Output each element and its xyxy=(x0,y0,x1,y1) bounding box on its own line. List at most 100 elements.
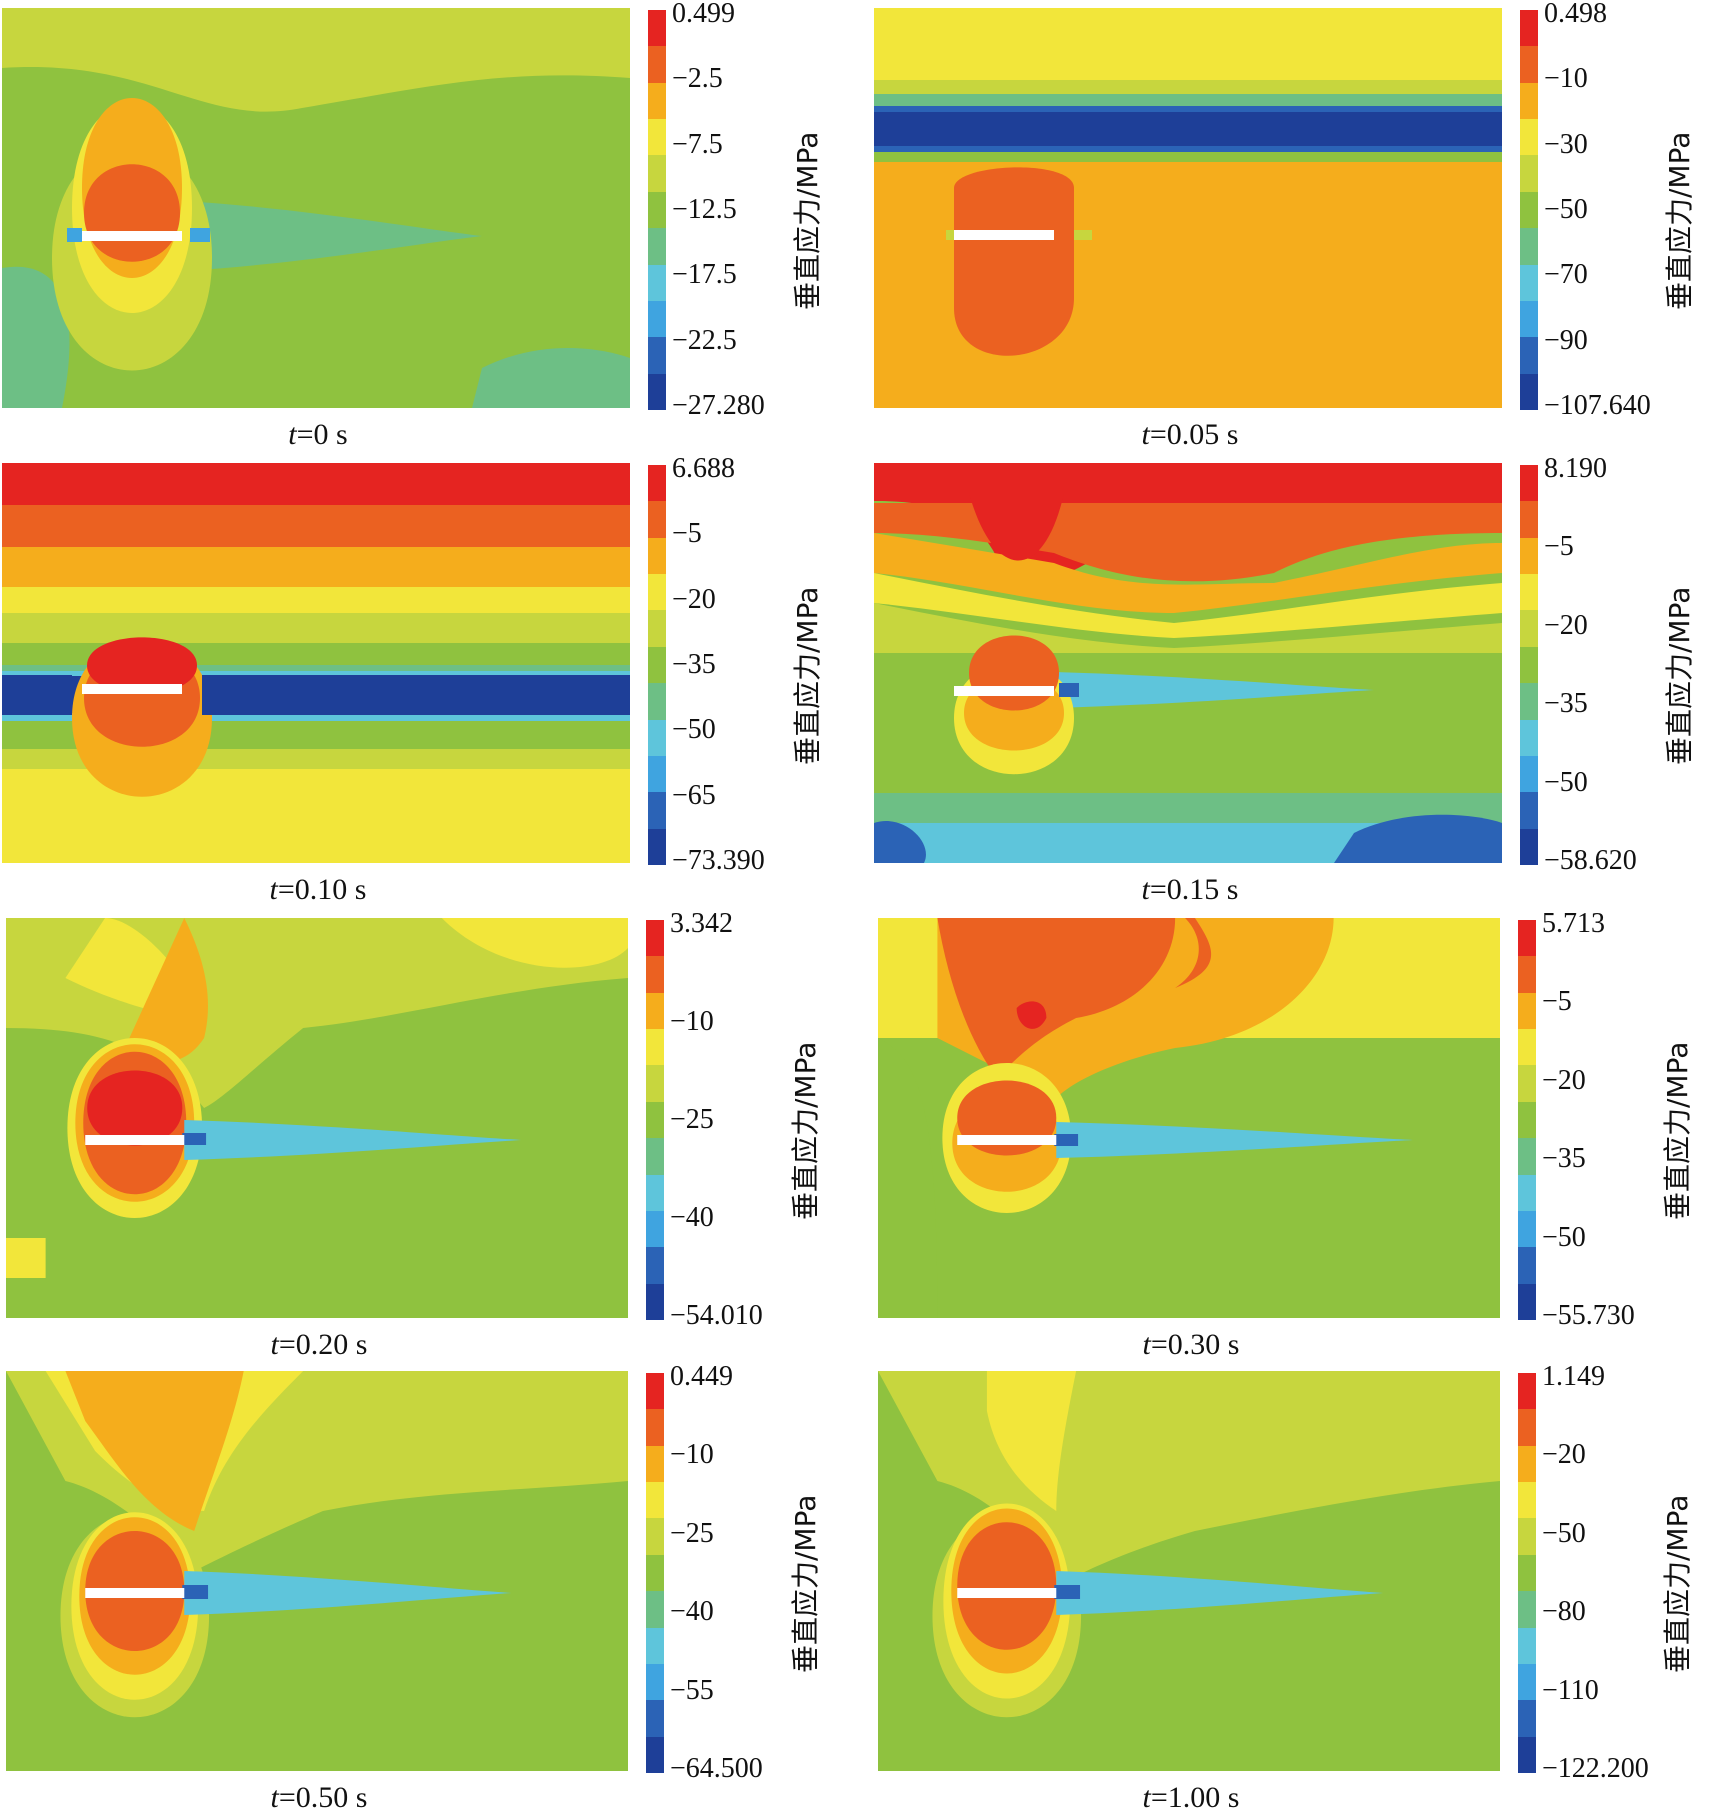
colorbar-segment xyxy=(1520,228,1538,266)
colorbar-tick-label: −30 xyxy=(1544,128,1588,160)
colorbar-tick-label: −5 xyxy=(1544,531,1574,563)
colorbar-segment xyxy=(648,46,666,84)
time-variable: t xyxy=(288,418,297,451)
colorbar-segment xyxy=(1520,719,1538,757)
colorbar-segment xyxy=(648,683,666,721)
colorbar-tick-label: −40 xyxy=(670,1202,714,1233)
colorbar-tick-label: 6.688 xyxy=(672,453,735,484)
colorbar-segment xyxy=(648,501,666,539)
colorbar-tick-label: −35 xyxy=(1542,1143,1586,1175)
colorbar xyxy=(648,10,666,411)
colorbar-segment xyxy=(1518,1445,1536,1483)
colorbar-tick-label: 1.149 xyxy=(1542,1361,1605,1392)
colorbar-tick-label: −20 xyxy=(1542,1064,1586,1096)
colorbar-tick-label: −80 xyxy=(1542,1596,1586,1628)
colorbar-segment xyxy=(1520,683,1538,721)
colorbar-tick-label: −70 xyxy=(1544,259,1588,291)
colorbar-segment xyxy=(646,1101,664,1139)
colorbar-segment xyxy=(1520,792,1538,830)
colorbar-tick-label: −2.5 xyxy=(672,63,723,95)
colorbar-segment xyxy=(1518,1138,1536,1176)
colorbar xyxy=(1520,10,1538,411)
colorbar-segment xyxy=(648,574,666,611)
colorbar-segment xyxy=(1518,1373,1536,1410)
colorbar-tick-label: −35 xyxy=(672,649,716,680)
colorbar-segment xyxy=(646,1518,664,1556)
colorbar-segment xyxy=(648,373,666,411)
stress-field-plot xyxy=(2,463,630,863)
colorbar-segment xyxy=(1518,1627,1536,1665)
colorbar-tick-label: 0.499 xyxy=(672,0,735,29)
colorbar-tick-label: −55.730 xyxy=(1542,1300,1635,1331)
colorbar-segment xyxy=(646,1065,664,1103)
colorbar-tick-label: −122.200 xyxy=(1542,1753,1649,1784)
colorbar-segment xyxy=(1518,1554,1536,1592)
colorbar-segment xyxy=(1520,191,1538,229)
colorbar-tick-label: −12.5 xyxy=(672,194,737,225)
time-value: =0 s xyxy=(296,418,348,451)
colorbar-segment xyxy=(1518,1247,1536,1285)
colorbar-tick-label: −17.5 xyxy=(672,259,737,291)
colorbar-segment xyxy=(648,792,666,830)
colorbar-segment xyxy=(1520,755,1538,793)
colorbar-tick-label: −50 xyxy=(1544,194,1588,225)
colorbar-segment xyxy=(1520,10,1538,47)
colorbar-tick-label: −5 xyxy=(1542,986,1572,1018)
colorbar-tick-label: 3.342 xyxy=(670,908,733,939)
colorbar xyxy=(646,1373,664,1774)
colorbar-segment xyxy=(1518,1482,1536,1519)
colorbar-segment xyxy=(646,1482,664,1519)
time-value: =0.05 s xyxy=(1149,418,1239,451)
colorbar-tick-label: 8.190 xyxy=(1544,453,1607,484)
colorbar-segment xyxy=(648,537,666,575)
colorbar-title: 垂直应力/MPa xyxy=(791,586,824,765)
colorbar-segment xyxy=(1520,501,1538,539)
colorbar-segment xyxy=(646,1736,664,1774)
time-caption: t=0.30 s xyxy=(1041,1330,1341,1360)
colorbar-segment xyxy=(646,1210,664,1248)
colorbar-segment xyxy=(648,610,666,648)
colorbar xyxy=(1518,920,1536,1321)
colorbar-tick-label: −50 xyxy=(672,714,716,746)
colorbar-segment xyxy=(646,992,664,1030)
colorbar-segment xyxy=(1518,1174,1536,1212)
colorbar-segment xyxy=(648,646,666,684)
colorbar-title: 垂直应力/MPa xyxy=(1663,586,1696,765)
colorbar-segment xyxy=(1518,992,1536,1030)
colorbar-segment xyxy=(1518,956,1536,994)
time-value: =0.30 s xyxy=(1150,1328,1240,1361)
time-variable: t xyxy=(1142,1781,1151,1814)
colorbar-segment xyxy=(648,10,666,47)
colorbar-tick-label: −35 xyxy=(1544,688,1588,720)
time-value: =0.20 s xyxy=(278,1328,368,1361)
stress-field-plot xyxy=(874,463,1502,863)
colorbar-segment xyxy=(648,82,666,120)
colorbar xyxy=(1520,465,1538,866)
colorbar-segment xyxy=(1520,82,1538,120)
contour-panel: 0.499 −2.5 −7.5 −12.5 −17.5 −22.5 −27.280 垂直应力/… xyxy=(0,0,858,453)
colorbar-tick-label: 0.449 xyxy=(670,1361,733,1392)
colorbar-segment xyxy=(1520,465,1538,502)
colorbar-tick-label: −50 xyxy=(1542,1517,1586,1549)
colorbar-segment xyxy=(1518,1409,1536,1447)
colorbar-tick-label: −107.640 xyxy=(1544,390,1651,421)
colorbar-segment xyxy=(646,1445,664,1483)
colorbar-segment xyxy=(1520,646,1538,684)
time-variable: t xyxy=(270,1328,279,1361)
colorbar-tick-label: −25 xyxy=(670,1517,714,1549)
colorbar-segment xyxy=(1518,1700,1536,1738)
stress-field-plot xyxy=(2,8,630,408)
colorbar-segment xyxy=(646,1409,664,1447)
contour-panel: 0.498 −10 −30 −50 −70 −90 −107.640 垂直应力/MPa t=0.… xyxy=(872,0,1717,453)
colorbar-segment xyxy=(1520,337,1538,375)
colorbar-tick-label: −20 xyxy=(672,583,716,615)
time-variable: t xyxy=(1141,418,1150,451)
colorbar-tick-label: −55 xyxy=(670,1674,714,1706)
colorbar-segment xyxy=(648,719,666,757)
colorbar-segment xyxy=(1520,828,1538,866)
colorbar-tick-label: −27.280 xyxy=(672,390,765,421)
stress-field-plot xyxy=(874,8,1502,408)
colorbar-segment xyxy=(1518,1518,1536,1556)
colorbar-segment xyxy=(646,1663,664,1701)
time-caption: t=0.15 s xyxy=(1040,875,1340,905)
